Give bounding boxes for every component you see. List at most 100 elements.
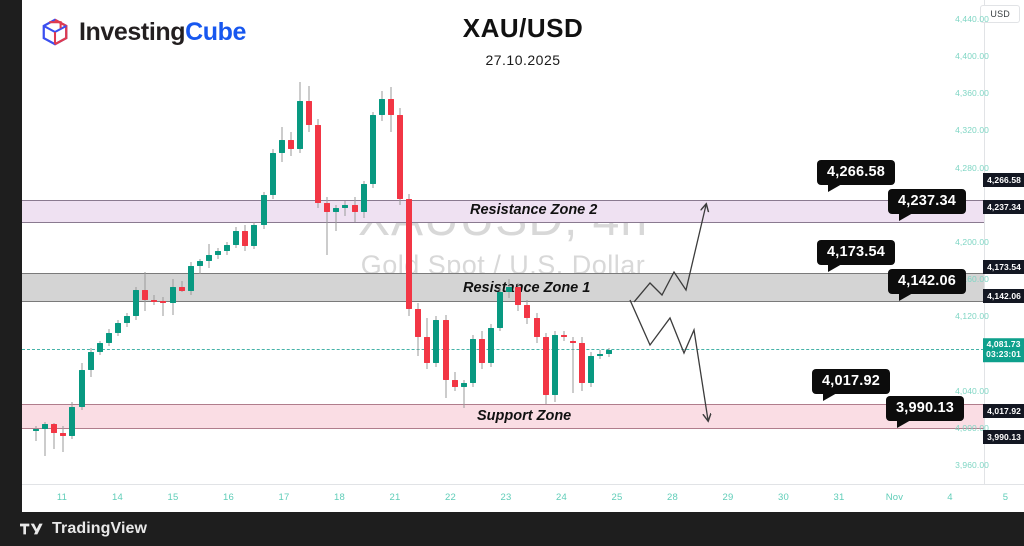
price-level-tag: 3,990.13	[983, 430, 1024, 445]
candle-body	[333, 208, 340, 213]
callout-tail	[828, 264, 842, 272]
candle-body	[451, 379, 458, 388]
callout-tail	[899, 293, 913, 301]
price-tick: 3,960.00	[955, 460, 989, 471]
candlestick	[460, 379, 467, 408]
footer-attribution: TradingView	[0, 512, 1024, 546]
candle-body	[460, 383, 467, 388]
price-tick: 4,440.00	[955, 13, 989, 24]
brand-wordmark: InvestingCube	[79, 17, 246, 46]
price-callout[interactable]: 4,017.92	[812, 369, 891, 401]
chart-date: 27.10.2025	[485, 52, 561, 68]
candlestick	[533, 312, 540, 343]
candle-wick	[335, 204, 337, 231]
candlestick	[87, 348, 94, 377]
candlestick	[33, 426, 39, 442]
price-callout[interactable]: 4,142.06	[888, 269, 967, 301]
candlestick	[415, 303, 422, 356]
time-tick: 24	[556, 492, 567, 503]
price-level-tag: 4,173.54	[983, 259, 1024, 274]
time-tick: 18	[334, 492, 345, 503]
candle-body	[351, 204, 358, 213]
price-tick: 4,320.00	[955, 125, 989, 136]
candlestick	[187, 262, 194, 296]
price-callout[interactable]: 4,266.58	[817, 160, 896, 192]
tradingview-label: TradingView	[52, 520, 148, 537]
time-tick: 31	[833, 492, 845, 503]
price-tick: 4,360.00	[955, 88, 989, 99]
candle-body	[169, 286, 176, 304]
candle-body	[415, 309, 422, 337]
candle-body	[542, 336, 549, 395]
currency-badge[interactable]: USD	[980, 5, 1020, 23]
price-tick: 4,400.00	[955, 50, 989, 61]
candle-body	[160, 300, 167, 304]
candle-body	[478, 338, 485, 363]
candle-body	[142, 290, 149, 300]
candlestick	[42, 421, 49, 457]
candle-body	[296, 100, 303, 149]
live-price-tag: 4,081.73 03:23:01	[983, 338, 1024, 362]
candlestick	[269, 148, 276, 200]
candlestick	[478, 331, 485, 369]
candlestick	[169, 279, 176, 315]
candle-body	[151, 299, 158, 303]
candlestick	[369, 111, 376, 188]
price-level-tag: 4,237.34	[983, 200, 1024, 215]
price-tick: 4,160.00	[955, 274, 989, 285]
time-axis[interactable]: 11 14 15 16 17 18 21 22 23 24 25 28 29 30 31 Nov 4 5	[22, 484, 1024, 513]
candle-body	[378, 98, 385, 116]
candle-body	[442, 320, 449, 380]
candlestick	[551, 331, 558, 403]
brand-name-dark: Investing	[79, 17, 186, 46]
candlestick	[569, 336, 576, 393]
candle-body	[424, 336, 431, 363]
price-tick: 4,200.00	[955, 237, 989, 247]
candlestick	[433, 316, 440, 367]
candlestick	[178, 281, 185, 293]
candle-wick	[463, 379, 465, 408]
candle-body	[96, 342, 103, 352]
price-callout[interactable]: 3,990.13	[886, 396, 965, 428]
candle-body	[69, 406, 76, 436]
candle-wick	[62, 426, 64, 453]
candle-body	[406, 199, 413, 309]
callout-tail	[899, 213, 913, 221]
candlestick	[360, 180, 367, 218]
price-level-tag: 4,142.06	[983, 288, 1024, 303]
support-zone-label: Support Zone	[477, 408, 572, 424]
price-tick: 4,000.00	[955, 423, 989, 434]
candlestick	[469, 335, 476, 388]
candlestick	[96, 340, 103, 355]
candle-wick	[326, 197, 328, 256]
candlestick	[251, 221, 258, 250]
price-axis[interactable]: USD 4,440.00 4,400.00 4,360.00 4,320.00 4,28…	[955, 0, 1024, 484]
candlestick	[196, 258, 203, 274]
candle-body	[233, 230, 240, 245]
candle-body	[306, 100, 312, 125]
candle-body	[597, 353, 604, 356]
time-tick: 14	[112, 492, 123, 503]
chart-canvas: InvestingCube XAU/USD 27.10.2025 XAUUSD,…	[22, 0, 1024, 513]
time-tick: 15	[167, 492, 179, 503]
candle-body	[324, 202, 331, 213]
price-tick: 4,040.00	[955, 385, 989, 396]
time-tick: 21	[389, 492, 401, 503]
candlestick	[497, 286, 504, 332]
candlestick	[69, 402, 76, 440]
price-callout[interactable]: 4,237.34	[888, 189, 967, 221]
candlestick	[278, 126, 285, 162]
current-price-line	[22, 349, 984, 350]
candle-body	[224, 244, 231, 252]
candlestick	[142, 271, 149, 311]
candle-body	[87, 351, 94, 371]
candle-body	[287, 139, 294, 149]
candlestick	[114, 320, 121, 336]
candle-wick	[572, 336, 574, 393]
candle-body	[433, 320, 440, 363]
candle-body	[524, 305, 531, 319]
candle-body	[133, 290, 140, 317]
time-tick: 28	[667, 492, 678, 503]
candlestick	[351, 197, 358, 222]
price-callout[interactable]: 4,173.54	[817, 240, 896, 272]
